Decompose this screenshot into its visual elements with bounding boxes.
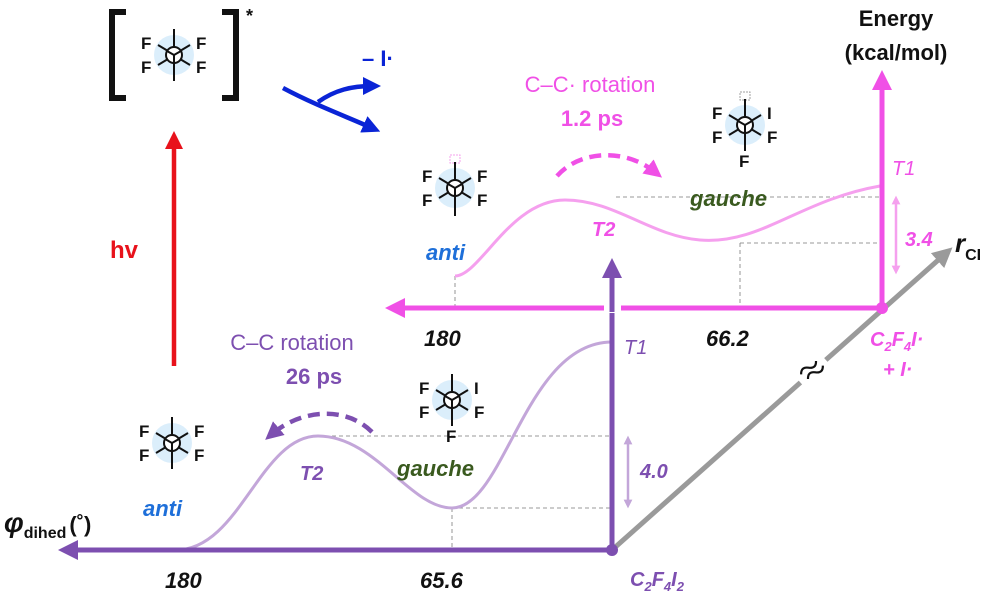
lower-gauche-angle: 65.6 (420, 568, 464, 593)
dissociation-arrow (281, 77, 381, 133)
lower-potential-curve (175, 340, 613, 552)
newman-upper-gauche: F I F F F (712, 91, 777, 171)
svg-text:F: F (767, 128, 777, 147)
svg-text:F: F (141, 58, 151, 77)
energy-axis-unit: (kcal/mol) (845, 40, 948, 65)
newman-upper-anti: F F F F (422, 154, 487, 216)
svg-text:F: F (477, 191, 487, 210)
reaction-coordinate-axis (610, 247, 953, 552)
svg-text:F: F (139, 446, 149, 465)
lower-origin-dot (606, 544, 618, 556)
upper-rotation-label: C–C· rotation (525, 72, 656, 97)
lower-barrier-value: 4.0 (639, 461, 668, 483)
lower-rotation-label: C–C rotation (230, 330, 354, 355)
lower-t1-label: T1 (624, 337, 647, 359)
upper-gauche-angle: 66.2 (706, 326, 750, 351)
svg-text:F: F (712, 128, 722, 147)
newman-lower-anti: F F F F (139, 417, 204, 469)
newman-lower-gauche: F I F F F (419, 374, 484, 446)
upper-rotation-time: 1.2 ps (561, 106, 623, 131)
upper-species-label: C2F4I· (870, 329, 923, 354)
svg-text:F: F (446, 427, 456, 446)
dissociation-label: – I· (362, 46, 394, 71)
excited-state-mark: * (246, 6, 253, 26)
svg-text:F: F (422, 191, 432, 210)
reaction-coordinate-label: rCI (955, 228, 981, 264)
lower-species-label: C2F4I2 (630, 569, 685, 594)
excited-molecule-bracket (109, 9, 239, 101)
svg-text:F: F (194, 422, 204, 441)
svg-text:F: F (194, 446, 204, 465)
axis-break-mark (792, 350, 832, 390)
svg-text:F: F (419, 379, 429, 398)
svg-text:F: F (141, 34, 151, 53)
svg-text:F: F (739, 152, 749, 171)
upper-rotation-arrow (555, 152, 663, 178)
lower-rotation-time: 26 ps (286, 364, 342, 389)
upper-t2-label: T2 (592, 219, 615, 241)
svg-text:F: F (139, 422, 149, 441)
svg-text:I: I (474, 379, 479, 398)
lower-anti-label: anti (143, 496, 183, 521)
lower-t2-label: T2 (300, 463, 323, 485)
svg-text:F: F (477, 167, 487, 186)
upper-anti-angle: 180 (424, 326, 461, 351)
newman-excited: F F F F (141, 29, 206, 81)
svg-text:F: F (196, 58, 206, 77)
dihedral-axis-label: φdihed (˚) (4, 507, 91, 542)
excitation-label: hv (110, 237, 139, 264)
upper-species-line2: + I· (883, 359, 912, 381)
upper-anti-label: anti (426, 240, 466, 265)
upper-potential-curve (454, 184, 881, 278)
lower-anti-angle: 180 (165, 568, 202, 593)
svg-text:F: F (419, 403, 429, 422)
upper-t1-label: T1 (892, 158, 915, 180)
energy-axis-label: Energy (859, 6, 934, 31)
svg-text:F: F (196, 34, 206, 53)
upper-gauche-label: gauche (689, 186, 767, 211)
upper-barrier-value: 3.4 (905, 229, 933, 251)
upper-origin-dot (876, 302, 888, 314)
svg-text:F: F (712, 104, 722, 123)
svg-text:F: F (422, 167, 432, 186)
svg-text:I: I (767, 104, 772, 123)
svg-text:F: F (474, 403, 484, 422)
lower-rotation-arrow (265, 411, 374, 440)
lower-gauche-label: gauche (396, 456, 474, 481)
